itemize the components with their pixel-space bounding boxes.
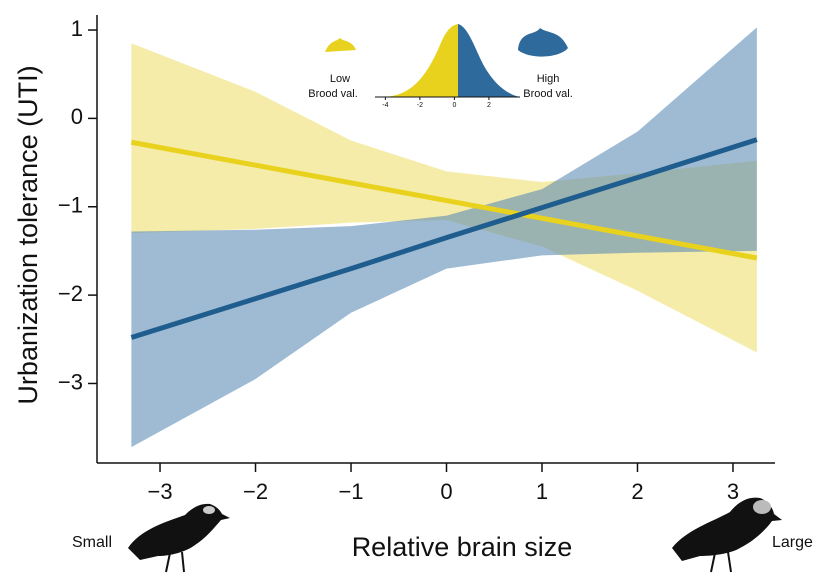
y-tick-label: 0	[71, 104, 83, 129]
inset-tick-label: 2	[487, 102, 491, 109]
legend-high: High	[537, 73, 560, 85]
y-axis-label: Urbanization tolerance (UTI)	[13, 65, 43, 404]
y-tick-label: −3	[58, 369, 83, 394]
density-low	[385, 24, 458, 97]
legend-high-note: Brood val.	[523, 88, 573, 100]
x-tick-label: 1	[536, 479, 548, 504]
y-tick-label: 1	[71, 16, 83, 41]
large-bird-icon	[672, 498, 782, 572]
legend-low: Low	[330, 73, 350, 85]
density-high	[458, 24, 520, 97]
x-tick-label: 0	[440, 479, 452, 504]
small-bird-icon	[128, 504, 230, 572]
x-tick-label: −3	[147, 479, 172, 504]
inset-tick-label: -2	[417, 102, 423, 109]
x-tick-label: −1	[338, 479, 363, 504]
high-nest-icon	[518, 28, 568, 57]
legend: Low Brood val. High Brood val. -4 -2 0 2	[308, 24, 573, 109]
y-tick-label: −1	[58, 193, 83, 218]
x-tick-label: 3	[727, 479, 739, 504]
large-label: Large	[772, 534, 813, 551]
chart: −3 −2 −1 0 1 2 3 1 0 −1 −2 −3 Relative brain size U…	[0, 0, 824, 576]
y-tick-label: −2	[58, 281, 83, 306]
small-label: Small	[72, 534, 112, 551]
x-tick-label: 2	[631, 479, 643, 504]
legend-low-note: Brood val.	[308, 88, 358, 100]
x-axis-label: Relative brain size	[352, 532, 573, 562]
low-nest-icon	[325, 38, 356, 52]
inset-tick-label: -4	[382, 102, 388, 109]
inset-tick-label: 0	[452, 102, 456, 109]
x-tick-label: −2	[243, 479, 268, 504]
